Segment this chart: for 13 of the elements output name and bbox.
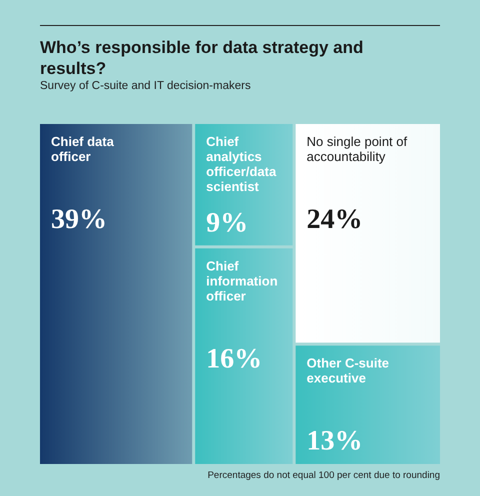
category-label: No single point of accountability <box>306 134 408 164</box>
category-label: Chief data officer <box>51 134 115 164</box>
data-label: 39% <box>51 204 107 235</box>
data-label: 24% <box>306 204 363 235</box>
category-label: Other C-suite executive <box>306 356 390 386</box>
data-label: 16% <box>206 343 262 374</box>
text: Who’s responsible for data strategy and results? <box>40 37 364 79</box>
data-label: 13% <box>306 426 363 457</box>
category-label: Chief information officer <box>206 258 278 304</box>
category-label: Chief analytics officer/data scientist <box>206 134 277 194</box>
data-label: 9% <box>206 207 248 238</box>
text: Survey of C-suite and IT decision-makers <box>40 80 251 92</box>
text: Percentages do not equal 100 per cent due to rounding <box>208 470 440 481</box>
